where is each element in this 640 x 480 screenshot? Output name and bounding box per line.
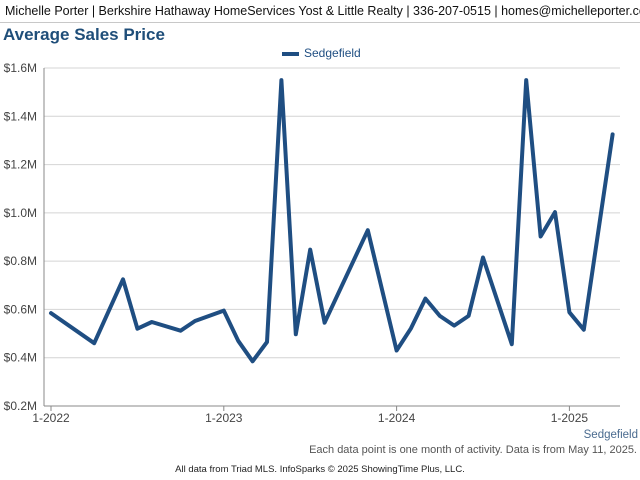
chart-title: Average Sales Price [3,25,165,44]
y-tick-label: $0.2M [4,399,37,413]
data-source: All data from Triad MLS. InfoSparks © 20… [175,464,465,475]
y-tick-label: $1.0M [4,206,37,220]
x-axis-ticks: 1-2022 1-2023 1-2024 1-2025 [32,406,588,425]
y-tick-label: $0.4M [4,351,37,365]
series-line-sedgefield[interactable] [49,78,615,364]
legend-swatch [282,52,299,56]
data-note: Each data point is one month of activity… [309,444,637,456]
series-name-label: Sedgefield [583,429,638,441]
y-tick-label: $0.8M [4,254,37,268]
series-lines [49,78,615,364]
legend-label: Sedgefield [304,46,361,60]
y-tick-label: $0.6M [4,302,37,316]
x-tick-label: 1-2023 [205,411,243,425]
x-tick-label: 1-2024 [378,411,416,425]
x-tick-label: 1-2025 [551,411,589,425]
y-tick-label: $1.2M [4,158,37,172]
gridlines [44,67,620,407]
y-axis-ticks: $0.2M $0.4M $0.6M $0.8M $1.0M $1.2M $1.4M $1.6M [4,61,37,413]
axes [43,68,620,407]
x-tick-label: 1-2022 [32,411,70,425]
y-tick-label: $1.6M [4,61,37,75]
y-tick-label: $1.4M [4,109,37,123]
agent-contact-info: Michelle Porter | Berkshire Hathaway Hom… [5,4,640,18]
header-bar: Michelle Porter | Berkshire Hathaway Hom… [0,0,640,23]
